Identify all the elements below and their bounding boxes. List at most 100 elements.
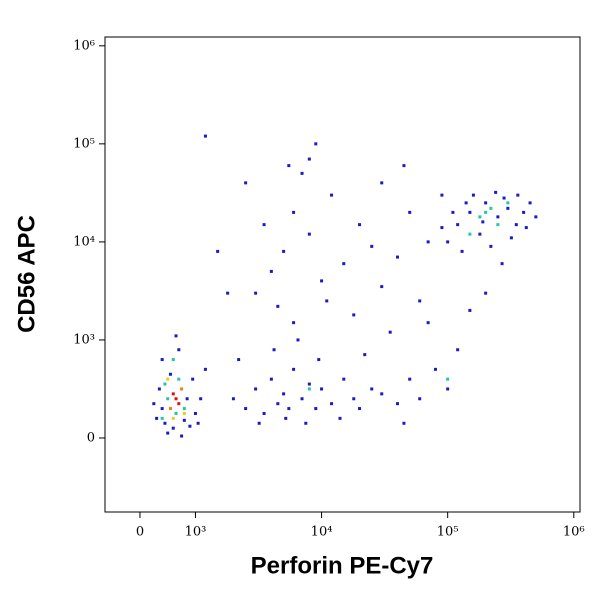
point: [307, 157, 311, 161]
point: [254, 387, 258, 391]
point: [446, 387, 450, 391]
point: [446, 377, 450, 381]
point: [152, 402, 156, 406]
point: [481, 220, 485, 224]
y-tick-label: 0: [87, 430, 95, 445]
point: [292, 321, 296, 325]
point: [338, 416, 342, 420]
point: [468, 232, 472, 236]
point: [203, 367, 207, 371]
point: [276, 304, 280, 308]
point: [456, 223, 460, 227]
point: [460, 249, 464, 253]
point: [317, 358, 321, 362]
point: [433, 367, 437, 371]
point: [166, 377, 170, 381]
point: [516, 193, 520, 197]
point: [185, 397, 189, 401]
point: [254, 291, 258, 295]
point: [203, 134, 207, 138]
point: [191, 377, 195, 381]
point: [380, 285, 384, 289]
point: [155, 416, 159, 420]
point: [330, 193, 334, 197]
point: [440, 193, 444, 197]
point: [292, 210, 296, 214]
point: [287, 164, 291, 168]
point: [269, 269, 273, 273]
point: [489, 244, 493, 248]
point: [157, 387, 161, 391]
point: [166, 431, 170, 435]
point: [177, 377, 181, 381]
point: [506, 206, 510, 210]
point: [284, 416, 288, 420]
x-tick-label: 10³: [185, 525, 207, 540]
point: [370, 387, 374, 391]
point: [534, 215, 538, 219]
x-tick-label: 0: [136, 525, 144, 540]
x-tick-label: 10⁶: [563, 525, 585, 540]
point: [522, 210, 526, 214]
point: [408, 210, 412, 214]
point: [484, 201, 488, 205]
point: [171, 358, 175, 362]
point: [174, 411, 178, 415]
point: [489, 206, 493, 210]
point: [272, 348, 276, 352]
point: [307, 382, 311, 386]
point: [180, 387, 184, 391]
point: [494, 190, 498, 194]
point: [307, 232, 311, 236]
point: [296, 338, 300, 342]
point: [446, 240, 450, 244]
point: [426, 240, 430, 244]
point: [163, 382, 167, 386]
point: [262, 223, 266, 227]
point: [171, 416, 175, 420]
point: [484, 291, 488, 295]
point: [506, 201, 510, 205]
point: [244, 407, 248, 411]
point: [352, 397, 356, 401]
point: [478, 215, 482, 219]
point: [160, 407, 164, 411]
point: [307, 387, 311, 391]
point: [216, 249, 220, 253]
point: [304, 421, 308, 425]
point: [174, 334, 178, 338]
point: [528, 201, 532, 205]
point: [402, 164, 406, 168]
point: [500, 262, 504, 266]
x-axis-title: Perforin PE-Cy7: [251, 552, 434, 579]
point: [320, 387, 324, 391]
point: [426, 321, 430, 325]
point: [171, 392, 175, 396]
point: [180, 434, 184, 438]
y-axis-title: CD56 APC: [13, 215, 40, 333]
point: [282, 392, 286, 396]
point: [330, 402, 334, 406]
point: [468, 308, 472, 312]
point: [395, 402, 399, 406]
point: [174, 397, 178, 401]
point: [380, 181, 384, 185]
y-tick-label: 10⁶: [73, 38, 95, 53]
point: [171, 426, 175, 430]
point: [456, 348, 460, 352]
point: [168, 407, 172, 411]
point: [182, 411, 186, 415]
point: [193, 411, 197, 415]
point: [524, 226, 528, 230]
point: [370, 244, 374, 248]
y-tick-label: 10⁴: [73, 234, 95, 249]
point: [358, 223, 362, 227]
point: [168, 372, 172, 376]
point: [292, 367, 296, 371]
point: [300, 171, 304, 175]
point: [464, 201, 468, 205]
point: [177, 402, 181, 406]
point: [502, 196, 506, 200]
point: [402, 421, 406, 425]
